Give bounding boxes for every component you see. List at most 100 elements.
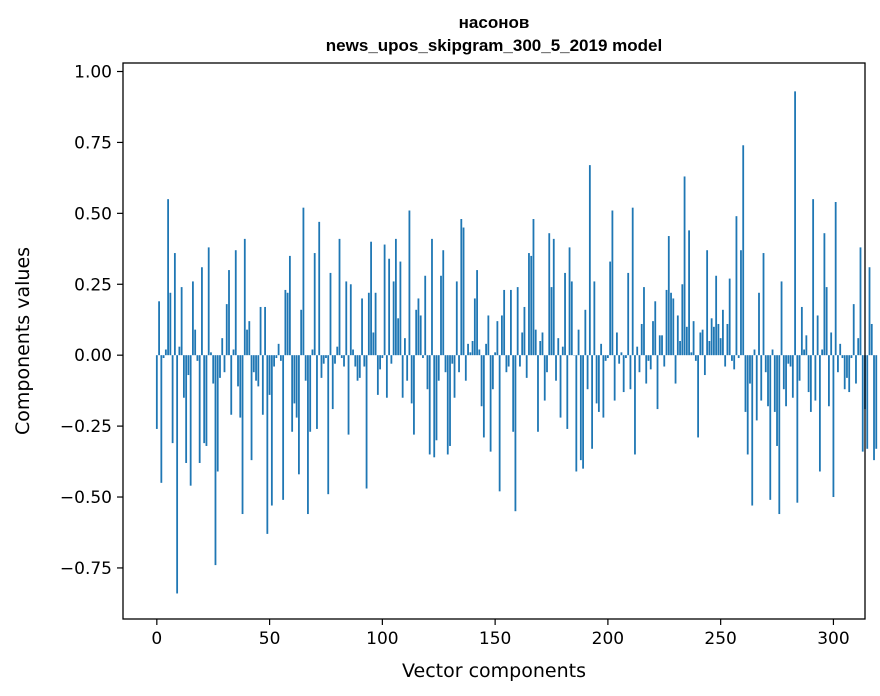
- bar-234: [683, 176, 686, 356]
- bar-132: [453, 355, 456, 398]
- bar-223: [658, 335, 661, 356]
- bar-174: [548, 233, 551, 356]
- bar-128: [444, 355, 447, 373]
- bar-291: [812, 199, 815, 356]
- bar-310: [855, 355, 857, 384]
- bar-85: [347, 355, 350, 435]
- bar-1: [158, 301, 160, 356]
- bar-283: [794, 91, 796, 356]
- bar-186: [575, 355, 578, 472]
- bar-46: [259, 306, 262, 356]
- bar-134: [458, 355, 460, 373]
- bar-73: [320, 355, 323, 378]
- bar-195: [595, 355, 598, 404]
- bar-7: [171, 355, 174, 444]
- bar-166: [530, 255, 533, 356]
- bar-48: [264, 306, 266, 356]
- bar-302: [837, 355, 839, 373]
- x-axis-ticks: 0 50 100 150 200 250 300: [151, 619, 850, 649]
- bar-60: [291, 355, 294, 432]
- bar-179: [559, 355, 562, 418]
- bar-137: [464, 355, 467, 381]
- y-tick-label: −0.75: [60, 559, 112, 579]
- bar-292: [814, 355, 817, 401]
- bar-51: [270, 355, 273, 506]
- bar-118: [422, 355, 424, 359]
- bar-83: [343, 355, 345, 367]
- bar-246: [710, 318, 713, 356]
- bar-306: [846, 355, 848, 378]
- bar-23: [207, 247, 210, 356]
- bar-9: [176, 355, 179, 594]
- bar-280: [787, 355, 790, 364]
- bar-268: [760, 355, 763, 401]
- bar-113: [410, 355, 413, 404]
- bar-167: [532, 219, 535, 356]
- bar-92: [363, 355, 366, 367]
- bar-243: [703, 355, 706, 376]
- bar-66: [304, 355, 307, 381]
- bar-271: [767, 355, 769, 407]
- bar-173: [546, 355, 548, 373]
- bar-319: [875, 355, 878, 449]
- bar-260: [742, 145, 745, 356]
- bar-287: [803, 349, 805, 356]
- bar-4: [164, 349, 167, 356]
- bar-317: [870, 323, 873, 356]
- bar-161: [519, 355, 521, 367]
- x-tick-label: 300: [817, 629, 849, 649]
- bar-255: [731, 355, 733, 361]
- bar-100: [381, 355, 384, 359]
- bar-68: [309, 355, 312, 432]
- bar-265: [753, 349, 756, 356]
- bar-231: [676, 315, 679, 356]
- bar-236: [688, 230, 690, 356]
- bar-67: [307, 355, 309, 515]
- bar-170: [539, 341, 542, 356]
- bar-119: [424, 275, 427, 356]
- bar-281: [789, 355, 792, 367]
- bar-149: [491, 355, 494, 390]
- bar-189: [582, 355, 584, 469]
- bar-111: [406, 355, 409, 381]
- bar-288: [805, 335, 808, 356]
- bar-266: [755, 355, 758, 421]
- bar-197: [600, 343, 603, 356]
- bar-267: [758, 292, 760, 356]
- bar-165: [528, 253, 530, 356]
- bar-120: [426, 355, 429, 390]
- bar-171: [541, 332, 544, 356]
- bar-3: [162, 355, 165, 359]
- bar-43: [252, 355, 255, 373]
- bar-17: [194, 329, 197, 356]
- bar-29: [221, 338, 224, 356]
- bar-10: [178, 346, 181, 356]
- bar-87: [352, 349, 354, 356]
- bar-247: [712, 326, 715, 356]
- bar-19: [198, 355, 201, 463]
- chart-title-line2: news_upos_skipgram_300_5_2019 model: [326, 36, 662, 55]
- bar-20: [201, 267, 203, 356]
- bar-178: [557, 338, 560, 356]
- bar-276: [778, 355, 781, 515]
- bar-175: [550, 287, 553, 356]
- bar-105: [392, 281, 395, 356]
- bar-121: [428, 355, 431, 455]
- bar-168: [534, 329, 537, 356]
- bar-72: [318, 221, 321, 356]
- bars-group: [155, 91, 878, 594]
- y-tick-label: 1.00: [74, 63, 112, 83]
- y-axis-label: Components values: [12, 247, 34, 435]
- bar-110: [404, 338, 406, 356]
- bar-199: [604, 355, 607, 361]
- bar-30: [223, 355, 226, 373]
- y-axis-ticks: −0.75 −0.50 −0.25 0.00 0.25 0.50 0.75 1.00: [60, 63, 123, 579]
- bar-245: [708, 341, 711, 356]
- bar-114: [413, 355, 415, 435]
- bar-252: [724, 355, 727, 367]
- bar-109: [401, 355, 404, 398]
- bar-142: [476, 270, 478, 356]
- bar-75: [325, 355, 327, 359]
- bar-177: [555, 355, 557, 381]
